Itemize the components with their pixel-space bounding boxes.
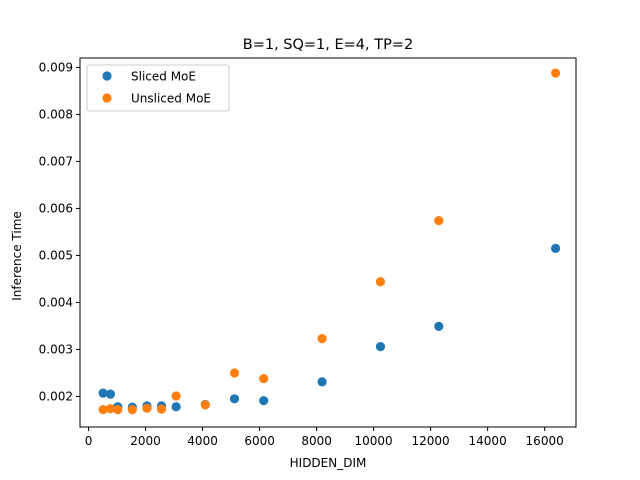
- data-point: [127, 405, 137, 415]
- legend-marker: [102, 71, 112, 81]
- data-point: [375, 342, 386, 352]
- data-point: [375, 277, 386, 287]
- data-point: [105, 389, 116, 399]
- x-tick-label: 6000: [244, 434, 275, 448]
- data-point: [171, 391, 181, 401]
- data-point: [550, 68, 561, 78]
- data-point: [434, 321, 444, 332]
- data-point: [142, 403, 152, 413]
- legend: Sliced MoE Unsliced MoE: [86, 64, 230, 112]
- chart-title: B=1, SQ=1, E=4, TP=2: [243, 37, 413, 53]
- data-point: [259, 373, 269, 384]
- legend-label: Sliced MoE: [131, 70, 196, 84]
- y-tick-label: 0.005: [39, 248, 73, 262]
- legend-label: Unsliced MoE: [131, 92, 211, 106]
- data-point: [98, 388, 108, 398]
- y-axis: 0.002 0.003 0.004 0.005 0.006 0.007 0.008 0.009: [39, 60, 80, 403]
- series-1: [98, 68, 561, 415]
- legend-box: [86, 64, 230, 112]
- x-tick-label: 10000: [355, 434, 393, 448]
- x-tick-label: 2000: [130, 434, 161, 448]
- y-tick-label: 0.003: [39, 342, 73, 356]
- data-point: [434, 216, 444, 226]
- plot-frame: [79, 57, 577, 428]
- data-point: [259, 396, 269, 406]
- data-point: [98, 405, 108, 415]
- y-tick-label: 0.008: [39, 107, 73, 121]
- x-tick-label: 16000: [526, 434, 564, 448]
- data-point: [317, 334, 327, 344]
- data-point: [156, 404, 167, 414]
- x-tick-label: 8000: [301, 434, 332, 448]
- data-points: [98, 68, 561, 415]
- x-tick-label: 4000: [187, 434, 218, 448]
- data-point: [550, 243, 561, 253]
- y-tick-label: 0.007: [39, 154, 73, 168]
- x-axis-title: HIDDEN_DIM: [290, 456, 367, 470]
- x-tick-label: 0: [85, 434, 93, 448]
- x-tick-label: 12000: [412, 434, 450, 448]
- y-axis-title: Inference Time: [10, 211, 24, 301]
- data-point: [171, 402, 181, 412]
- x-axis: 0 2000 4000 6000 8000 10000 12000 14000 16000: [85, 427, 564, 448]
- data-point: [113, 405, 123, 415]
- data-point: [105, 404, 116, 414]
- legend-marker: [102, 93, 112, 103]
- x-tick-label: 14000: [469, 434, 507, 448]
- y-tick-label: 0.006: [39, 201, 73, 215]
- data-point: [317, 377, 327, 387]
- data-point: [200, 400, 210, 410]
- data-point: [229, 368, 240, 378]
- data-point: [229, 394, 240, 404]
- y-tick-label: 0.002: [39, 389, 73, 403]
- y-tick-label: 0.004: [39, 295, 73, 309]
- y-tick-label: 0.009: [39, 60, 73, 74]
